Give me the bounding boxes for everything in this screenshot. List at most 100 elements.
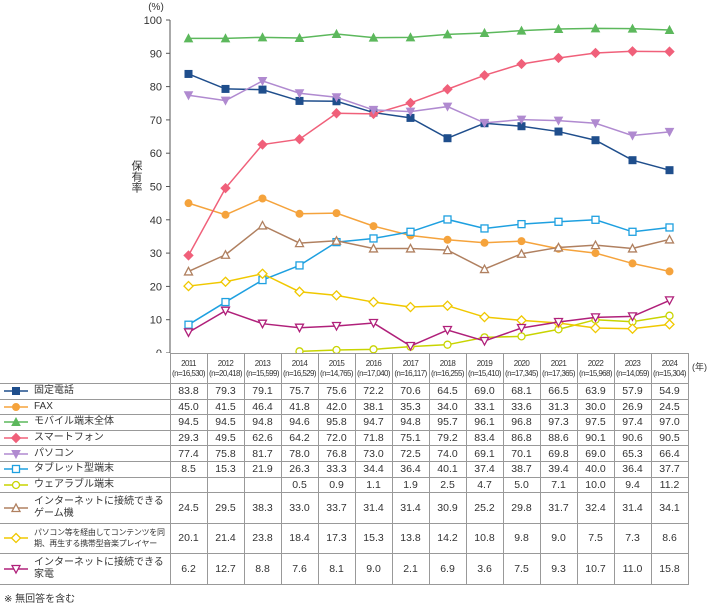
data-point	[664, 234, 675, 244]
series-line	[188, 197, 670, 273]
value-cell: 8.8	[243, 553, 282, 585]
line-chart: 0 10 20 30 40 50 60 70 80 90 100 (%) 保有率	[130, 2, 675, 353]
data-point	[184, 199, 193, 208]
value-cell: 81.7	[243, 445, 282, 462]
sample-size: (n=16,529)	[283, 368, 317, 378]
data-point	[220, 33, 231, 43]
value-cell: 37.4	[465, 460, 504, 478]
series-name: FAX	[34, 400, 169, 413]
table-row: ウェアラブル端末 0.5 0.9 1.1 1.9 2.5 4.7 5.0 7.1 10.0 9.4 1…	[0, 476, 689, 494]
value-cell: 90.5	[650, 429, 689, 447]
data-point	[443, 215, 452, 224]
data-point	[368, 105, 379, 115]
value-cell: 46.4	[243, 398, 282, 416]
series-line	[188, 299, 670, 347]
value-cell: 7.6	[280, 553, 319, 585]
value-cell: 75.1	[391, 429, 430, 447]
value-cell: 38.3	[243, 492, 282, 524]
value-cell: 7.5	[576, 522, 615, 555]
series-name-line: FAX	[34, 400, 53, 412]
legend-marker	[4, 465, 28, 474]
sample-size: (n=16,255)	[431, 368, 465, 378]
series-name-line: パソコン等を経由してコンテンツを同	[34, 528, 165, 538]
y-tick-label: 50	[150, 182, 162, 194]
value-cell: 66.5	[539, 383, 578, 400]
x-unit-label: (年)	[692, 362, 707, 372]
legend-wrap: パソコン	[2, 448, 169, 460]
data-point	[332, 345, 341, 353]
data-table: 2011 (n=16,530) 2012 (n=20,418) 2013 (n=15,59…	[0, 353, 689, 585]
value-cell: 97.3	[539, 414, 578, 431]
value-cell: 95.7	[428, 414, 467, 431]
value-cell: 9.0	[354, 553, 393, 585]
year-header: 2015 (n=14,765)	[317, 353, 356, 384]
value-cell: 34.4	[354, 460, 393, 478]
data-point	[443, 340, 452, 349]
legend-wrap: タブレット型端末	[2, 463, 169, 475]
series-name-line: 期、再生する携帯型音楽プレイヤー	[34, 539, 157, 549]
data-point	[553, 317, 564, 328]
data-point	[554, 127, 563, 136]
value-cell: 31.4	[354, 492, 393, 524]
data-point	[443, 235, 452, 244]
data-point	[184, 320, 193, 329]
data-point	[294, 89, 305, 99]
table-row: パソコン等を経由してコンテンツを同 期、再生する携帯型音楽プレイヤー 20.1 21.…	[0, 522, 689, 555]
year-header: 2016 (n=17,040)	[354, 353, 393, 384]
data-point	[516, 248, 527, 258]
data-point	[479, 336, 490, 347]
data-point	[368, 296, 379, 308]
data-point	[369, 345, 378, 353]
value-cell: 65.3	[613, 445, 652, 462]
value-cell: 79.1	[243, 383, 282, 400]
year-header: 2020 (n=17,345)	[502, 353, 541, 384]
data-point	[664, 318, 675, 330]
data-point	[479, 311, 490, 323]
value-cell: 5.0	[502, 476, 541, 494]
data-point	[221, 84, 230, 93]
value-cell: 21.4	[206, 522, 245, 555]
value-cell: 45.0	[169, 398, 208, 416]
data-point	[553, 52, 564, 64]
legend-marker	[4, 449, 28, 459]
data-point	[369, 222, 378, 231]
series-name-line: 固定電話	[34, 385, 74, 397]
series-2	[183, 23, 675, 43]
value-cell: 73.0	[354, 445, 393, 462]
value-cell: 7.1	[539, 476, 578, 494]
series-name: タブレット型端末	[34, 463, 169, 475]
value-cell	[169, 476, 208, 494]
legend-cell: ウェアラブル端末	[0, 476, 171, 494]
value-cell: 15.3	[206, 460, 245, 478]
legend-cell: パソコン	[0, 445, 171, 462]
y-tick-label: 10	[150, 315, 162, 327]
value-cell: 75.8	[206, 445, 245, 462]
sample-size: (n=14,059)	[616, 368, 650, 378]
data-point	[220, 276, 231, 288]
series-line	[188, 73, 670, 171]
legend-cell: インターネットに接続できる ゲーム機	[0, 492, 171, 524]
value-cell: 0.9	[317, 476, 356, 494]
series-9	[183, 296, 675, 352]
value-cell: 11.0	[613, 553, 652, 585]
value-cell: 2.5	[428, 476, 467, 494]
value-cell: 31.4	[391, 492, 430, 524]
data-point	[331, 93, 342, 103]
series-name: ウェアラブル端末	[34, 479, 169, 491]
data-point	[516, 323, 527, 334]
value-cell: 41.5	[206, 398, 245, 416]
value-cell: 29.5	[206, 492, 245, 524]
data-point	[479, 263, 490, 274]
series-name-line: インターネットに接続できる	[34, 556, 164, 568]
data-point	[183, 250, 194, 261]
table-area: 2011 (n=16,530) 2012 (n=20,418) 2013 (n=15,59…	[0, 353, 710, 605]
legend-cell: モバイル端末全体	[0, 414, 171, 431]
value-cell: 79.3	[206, 383, 245, 400]
value-cell: 26.3	[280, 460, 319, 478]
year-label: 2014	[291, 358, 308, 368]
value-cell: 54.9	[650, 383, 689, 400]
table-row: インターネットに接続できる 家電 6.2 12.7 8.8 7.6 8.1 9.0 2.1 6.9…	[0, 553, 689, 585]
series-3	[183, 46, 675, 261]
data-point	[405, 341, 416, 352]
sample-size: (n=16,530)	[172, 368, 206, 378]
